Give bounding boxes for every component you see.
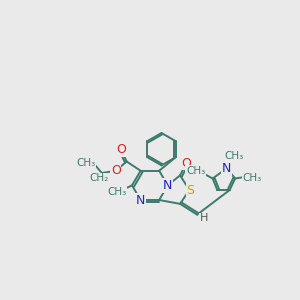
- Text: CH₃: CH₃: [107, 187, 126, 196]
- Text: N: N: [163, 179, 172, 192]
- Text: O: O: [182, 157, 191, 169]
- Text: H: H: [200, 214, 208, 224]
- Text: CH₃: CH₃: [224, 151, 243, 161]
- Text: S: S: [186, 184, 194, 196]
- Text: O: O: [116, 143, 126, 157]
- Text: N: N: [136, 194, 145, 206]
- Text: CH₂: CH₂: [89, 173, 108, 184]
- Text: CH₃: CH₃: [77, 158, 96, 168]
- Text: O: O: [111, 164, 121, 177]
- Text: N: N: [222, 162, 231, 175]
- Text: CH₃: CH₃: [186, 166, 205, 176]
- Text: CH₃: CH₃: [243, 173, 262, 183]
